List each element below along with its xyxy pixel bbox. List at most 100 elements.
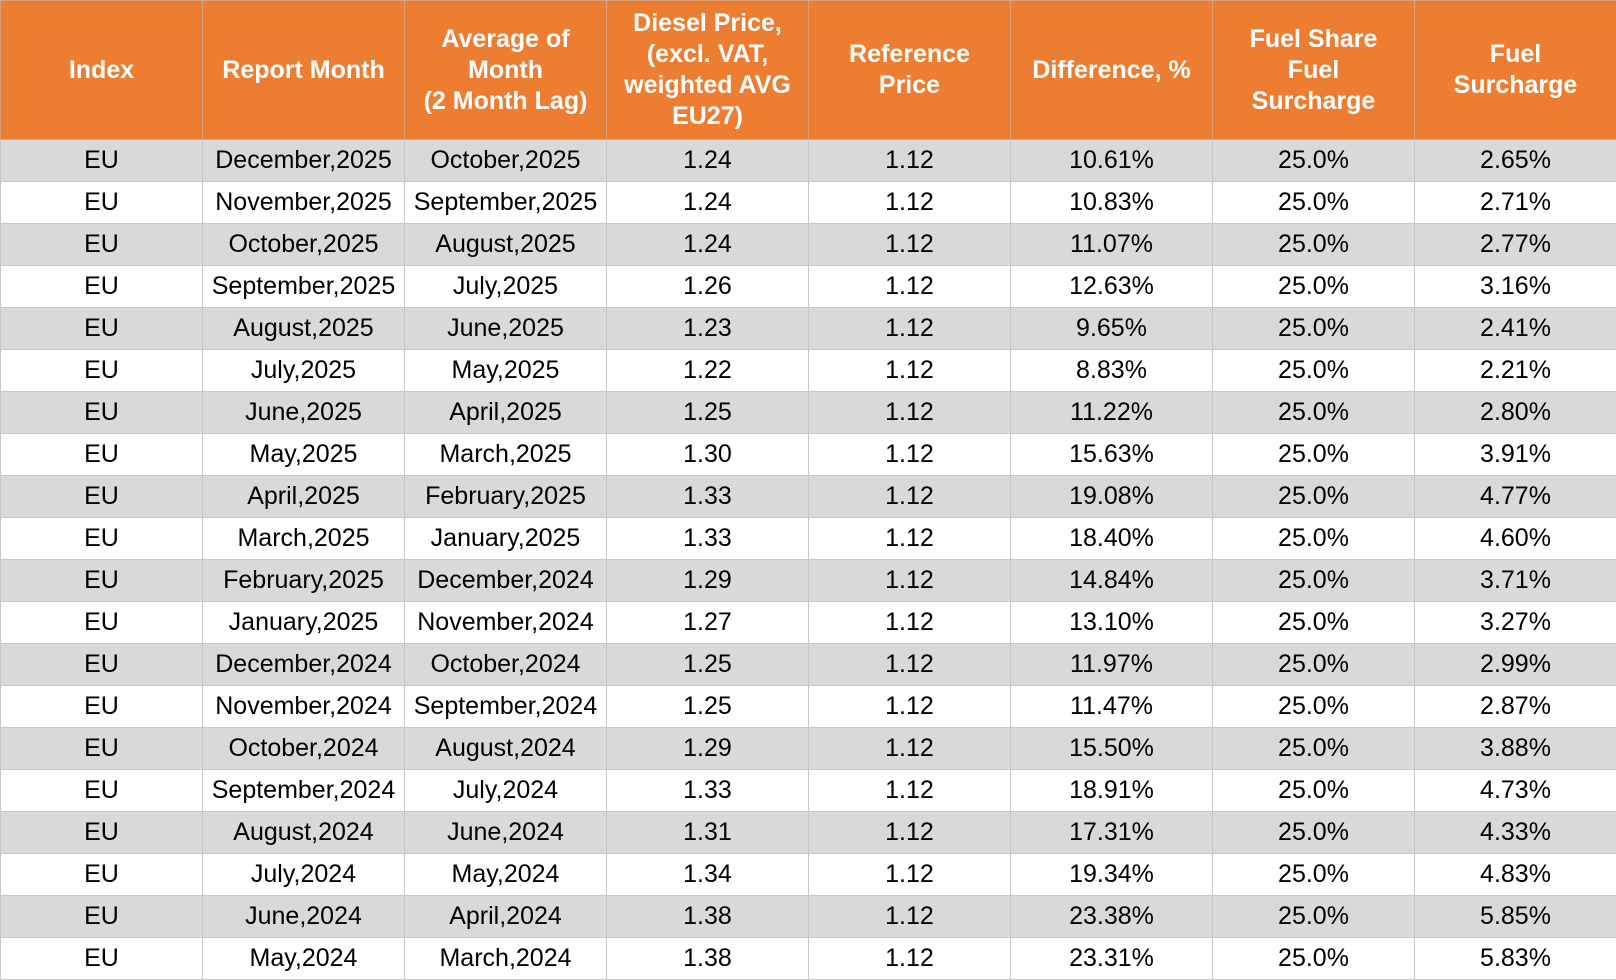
table-cell: 1.12 xyxy=(808,517,1011,560)
table-cell: 25.0% xyxy=(1212,895,1415,938)
table-cell: 1.33 xyxy=(606,475,809,518)
table-cell: 3.91% xyxy=(1414,433,1616,476)
table-cell: EU xyxy=(0,475,203,518)
table-cell: EU xyxy=(0,727,203,770)
header-cell: Average of Month (2 Month Lag) xyxy=(404,0,607,140)
header-cell: Difference, % xyxy=(1010,0,1213,140)
header-cell: Fuel Share Fuel Surcharge xyxy=(1212,0,1415,140)
table-cell: 1.31 xyxy=(606,811,809,854)
table-row: EU August,2025 June,2025 1.23 1.12 9.65% 25.0%… xyxy=(0,307,1616,350)
table-cell: September,2025 xyxy=(404,181,607,224)
table-cell: 25.0% xyxy=(1212,769,1415,812)
table-cell: 5.83% xyxy=(1414,937,1616,980)
table-cell: November,2024 xyxy=(202,685,405,728)
table-cell: 25.0% xyxy=(1212,433,1415,476)
table-cell: 1.33 xyxy=(606,769,809,812)
table-cell: 25.0% xyxy=(1212,475,1415,518)
table-cell: May,2024 xyxy=(404,853,607,896)
table-cell: EU xyxy=(0,349,203,392)
table-cell: June,2024 xyxy=(202,895,405,938)
table-cell: 25.0% xyxy=(1212,811,1415,854)
table-cell: 2.65% xyxy=(1414,139,1616,182)
table-cell: 1.29 xyxy=(606,559,809,602)
table-cell: 1.38 xyxy=(606,937,809,980)
table-cell: 19.08% xyxy=(1010,475,1213,518)
table-cell: April,2025 xyxy=(202,475,405,518)
table-cell: 1.12 xyxy=(808,265,1011,308)
table-cell: September,2024 xyxy=(202,769,405,812)
table-cell: EU xyxy=(0,181,203,224)
table-cell: 1.24 xyxy=(606,223,809,266)
table-cell: October,2024 xyxy=(404,643,607,686)
table-cell: 25.0% xyxy=(1212,643,1415,686)
table-cell: 1.22 xyxy=(606,349,809,392)
table-cell: 11.47% xyxy=(1010,685,1213,728)
table-cell: 25.0% xyxy=(1212,265,1415,308)
table-cell: 2.41% xyxy=(1414,307,1616,350)
table-row: EU May,2024 March,2024 1.38 1.12 23.31% 25.0% 5… xyxy=(0,937,1616,980)
table-cell: September,2024 xyxy=(404,685,607,728)
table-cell: 1.12 xyxy=(808,139,1011,182)
table-cell: 3.71% xyxy=(1414,559,1616,602)
table-cell: 1.12 xyxy=(808,937,1011,980)
table-row: EU November,2024 September,2024 1.25 1.12 11.… xyxy=(0,685,1616,728)
header-cell: Index xyxy=(0,0,203,140)
table-row: EU July,2025 May,2025 1.22 1.12 8.83% 25.0% 2.2… xyxy=(0,349,1616,392)
table-cell: June,2024 xyxy=(404,811,607,854)
table-cell: 1.24 xyxy=(606,139,809,182)
table-cell: EU xyxy=(0,685,203,728)
table-cell: EU xyxy=(0,265,203,308)
table-cell: 25.0% xyxy=(1212,181,1415,224)
table-cell: 4.77% xyxy=(1414,475,1616,518)
table-cell: 18.40% xyxy=(1010,517,1213,560)
table-row: EU August,2024 June,2024 1.31 1.12 17.31% 25.0… xyxy=(0,811,1616,854)
table-cell: January,2025 xyxy=(404,517,607,560)
table-cell: 1.23 xyxy=(606,307,809,350)
table-cell: 10.61% xyxy=(1010,139,1213,182)
table-cell: 25.0% xyxy=(1212,937,1415,980)
table-cell: 19.34% xyxy=(1010,853,1213,896)
table-cell: 12.63% xyxy=(1010,265,1213,308)
table-cell: May,2025 xyxy=(202,433,405,476)
table-cell: October,2025 xyxy=(202,223,405,266)
table-cell: EU xyxy=(0,433,203,476)
table-row: EU December,2024 October,2024 1.25 1.12 11.97… xyxy=(0,643,1616,686)
table-cell: EU xyxy=(0,601,203,644)
table-cell: 11.07% xyxy=(1010,223,1213,266)
table-cell: 25.0% xyxy=(1212,139,1415,182)
table-cell: EU xyxy=(0,223,203,266)
table-cell: 1.38 xyxy=(606,895,809,938)
table-cell: October,2024 xyxy=(202,727,405,770)
table-cell: February,2025 xyxy=(404,475,607,518)
table-row: EU May,2025 March,2025 1.30 1.12 15.63% 25.0% 3… xyxy=(0,433,1616,476)
table-row: EU June,2024 April,2024 1.38 1.12 23.38% 25.0%… xyxy=(0,895,1616,938)
table-header: Index Report Month Average of Month (2 Mon… xyxy=(0,0,1616,140)
table-cell: 1.12 xyxy=(808,349,1011,392)
table-cell: 8.83% xyxy=(1010,349,1213,392)
table-cell: 2.80% xyxy=(1414,391,1616,434)
table-row: EU June,2025 April,2025 1.25 1.12 11.22% 25.0%… xyxy=(0,391,1616,434)
table-cell: December,2025 xyxy=(202,139,405,182)
table-cell: 2.71% xyxy=(1414,181,1616,224)
table-cell: March,2024 xyxy=(404,937,607,980)
table-cell: 1.12 xyxy=(808,769,1011,812)
table-row: EU December,2025 October,2025 1.24 1.12 10.61… xyxy=(0,139,1616,182)
table-cell: 1.25 xyxy=(606,685,809,728)
table-cell: August,2024 xyxy=(404,727,607,770)
table-cell: EU xyxy=(0,937,203,980)
table-row: EU April,2025 February,2025 1.33 1.12 19.08% 2… xyxy=(0,475,1616,518)
table-cell: EU xyxy=(0,853,203,896)
table-cell: 15.50% xyxy=(1010,727,1213,770)
table-cell: September,2025 xyxy=(202,265,405,308)
table-cell: 4.83% xyxy=(1414,853,1616,896)
table-cell: 13.10% xyxy=(1010,601,1213,644)
header-cell: Fuel Surcharge xyxy=(1414,0,1616,140)
table-cell: 1.12 xyxy=(808,223,1011,266)
table-cell: 1.12 xyxy=(808,433,1011,476)
table-cell: 4.33% xyxy=(1414,811,1616,854)
table-cell: 1.12 xyxy=(808,601,1011,644)
table-cell: EU xyxy=(0,307,203,350)
table-cell: 1.25 xyxy=(606,391,809,434)
